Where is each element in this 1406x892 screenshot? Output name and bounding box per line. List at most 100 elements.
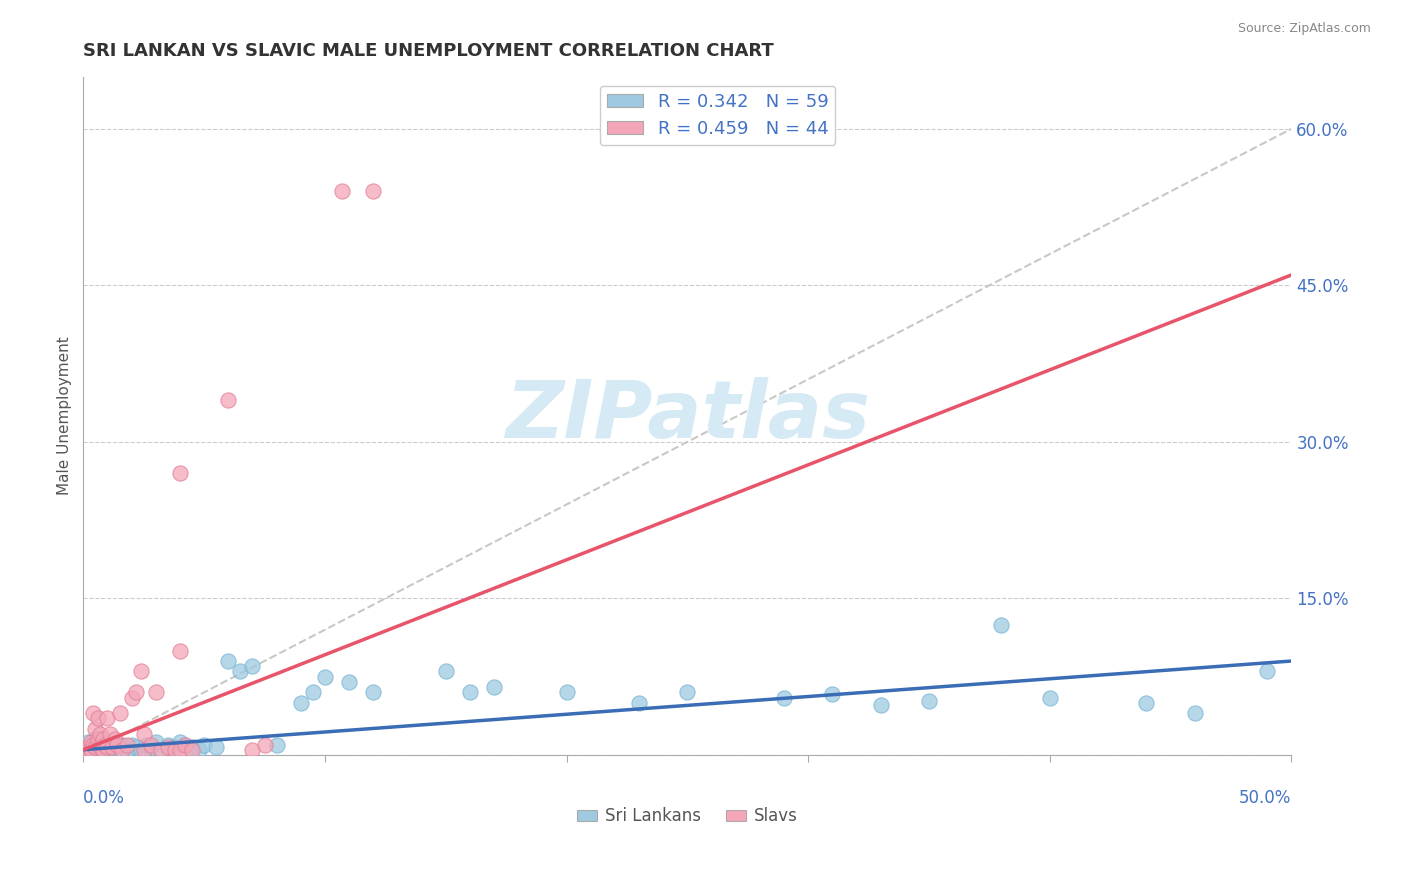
Point <box>181 743 204 757</box>
Point <box>217 393 239 408</box>
Point <box>229 665 252 679</box>
Point <box>91 743 114 757</box>
Point <box>156 738 179 752</box>
Legend: Sri Lankans, Slavs: Sri Lankans, Slavs <box>569 801 804 832</box>
Point <box>217 654 239 668</box>
Point <box>112 739 135 754</box>
Point <box>89 739 111 754</box>
Point <box>125 685 148 699</box>
Point <box>84 732 107 747</box>
Point <box>105 739 128 754</box>
Point <box>165 739 187 754</box>
Point <box>821 688 844 702</box>
Point <box>181 739 204 754</box>
Text: 50.0%: 50.0% <box>1239 789 1292 807</box>
Point <box>253 738 276 752</box>
Point <box>173 738 195 752</box>
Point <box>337 674 360 689</box>
Point <box>121 738 143 752</box>
Point <box>205 739 228 754</box>
Point <box>84 743 107 757</box>
Point <box>918 694 941 708</box>
Point <box>84 722 107 736</box>
Point <box>89 735 111 749</box>
Point <box>434 665 457 679</box>
Point <box>149 743 172 757</box>
Point <box>96 743 118 757</box>
Point <box>139 739 162 754</box>
Point <box>79 739 101 754</box>
Point <box>169 466 191 480</box>
Point <box>1256 665 1278 679</box>
Point <box>169 735 191 749</box>
Point <box>145 685 167 699</box>
Point <box>1135 696 1157 710</box>
Point <box>242 659 264 673</box>
Point <box>129 665 152 679</box>
Point <box>82 738 104 752</box>
Point <box>91 743 114 757</box>
Point <box>129 743 152 757</box>
Point <box>555 685 578 699</box>
Point <box>111 743 134 757</box>
Text: 0.0%: 0.0% <box>83 789 125 807</box>
Y-axis label: Male Unemployment: Male Unemployment <box>58 336 72 495</box>
Point <box>173 738 195 752</box>
Point <box>115 743 138 757</box>
Point <box>89 727 111 741</box>
Point <box>79 735 101 749</box>
Point <box>145 735 167 749</box>
Point <box>169 643 191 657</box>
Point <box>121 690 143 705</box>
Point <box>91 732 114 747</box>
Point <box>361 685 384 699</box>
Point <box>101 739 124 754</box>
Point <box>132 743 155 757</box>
Point <box>82 738 104 752</box>
Point <box>91 738 114 752</box>
Point <box>87 711 110 725</box>
Text: SRI LANKAN VS SLAVIC MALE UNEMPLOYMENT CORRELATION CHART: SRI LANKAN VS SLAVIC MALE UNEMPLOYMENT C… <box>83 42 775 60</box>
Point <box>302 685 325 699</box>
Point <box>773 690 796 705</box>
Point <box>458 685 481 699</box>
Point <box>98 739 121 754</box>
Point <box>242 743 264 757</box>
Point <box>135 738 157 752</box>
Point <box>869 698 891 712</box>
Point <box>104 738 127 752</box>
Point <box>156 739 179 754</box>
Point <box>482 680 505 694</box>
Point <box>193 738 215 752</box>
Point <box>149 743 172 757</box>
Point <box>96 739 118 754</box>
Point <box>169 743 191 757</box>
Point <box>115 738 138 752</box>
Point <box>96 735 118 749</box>
Point <box>1184 706 1206 721</box>
Text: ZIPatlas: ZIPatlas <box>505 376 870 455</box>
Point <box>104 732 127 747</box>
Point <box>87 739 110 754</box>
Point <box>314 670 336 684</box>
Point <box>676 685 699 699</box>
Point <box>628 696 651 710</box>
Point <box>87 732 110 747</box>
Point <box>101 743 124 757</box>
Point <box>79 743 101 757</box>
Point <box>94 738 117 752</box>
Point <box>108 706 131 721</box>
Point <box>94 739 117 754</box>
Point <box>361 185 384 199</box>
Point <box>98 727 121 741</box>
Point <box>990 617 1012 632</box>
Point <box>108 743 131 757</box>
Point <box>125 739 148 754</box>
Point <box>132 727 155 741</box>
Point <box>165 743 187 757</box>
Point <box>1039 690 1062 705</box>
Text: Source: ZipAtlas.com: Source: ZipAtlas.com <box>1237 22 1371 36</box>
Point <box>188 743 211 757</box>
Point <box>82 706 104 721</box>
Point <box>330 185 353 199</box>
